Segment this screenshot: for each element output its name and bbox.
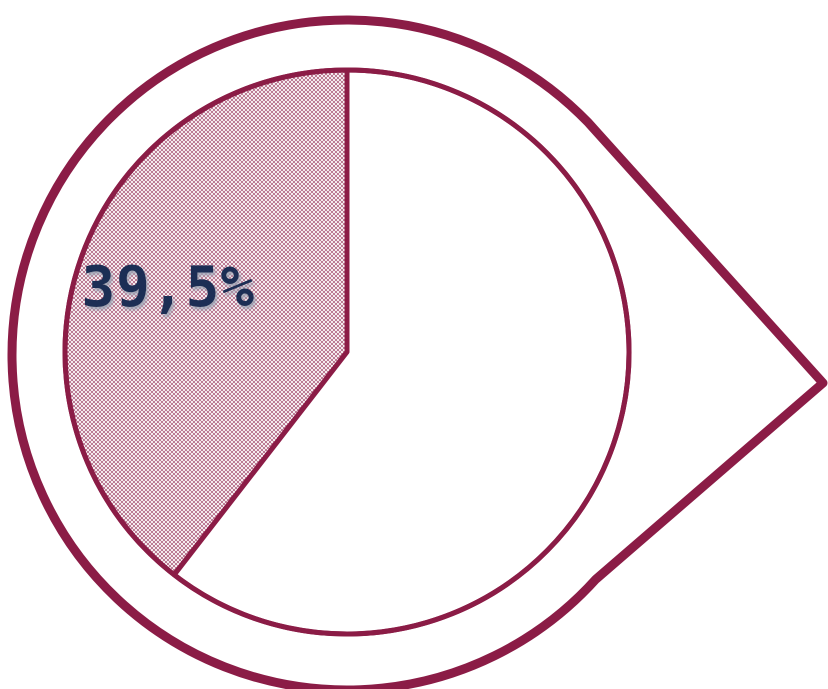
pie-outline (62, 67, 632, 637)
pie-labels: 39,5% (81, 255, 255, 320)
pie-slices (62, 67, 632, 637)
slice-value-label: 39,5% (81, 255, 255, 320)
